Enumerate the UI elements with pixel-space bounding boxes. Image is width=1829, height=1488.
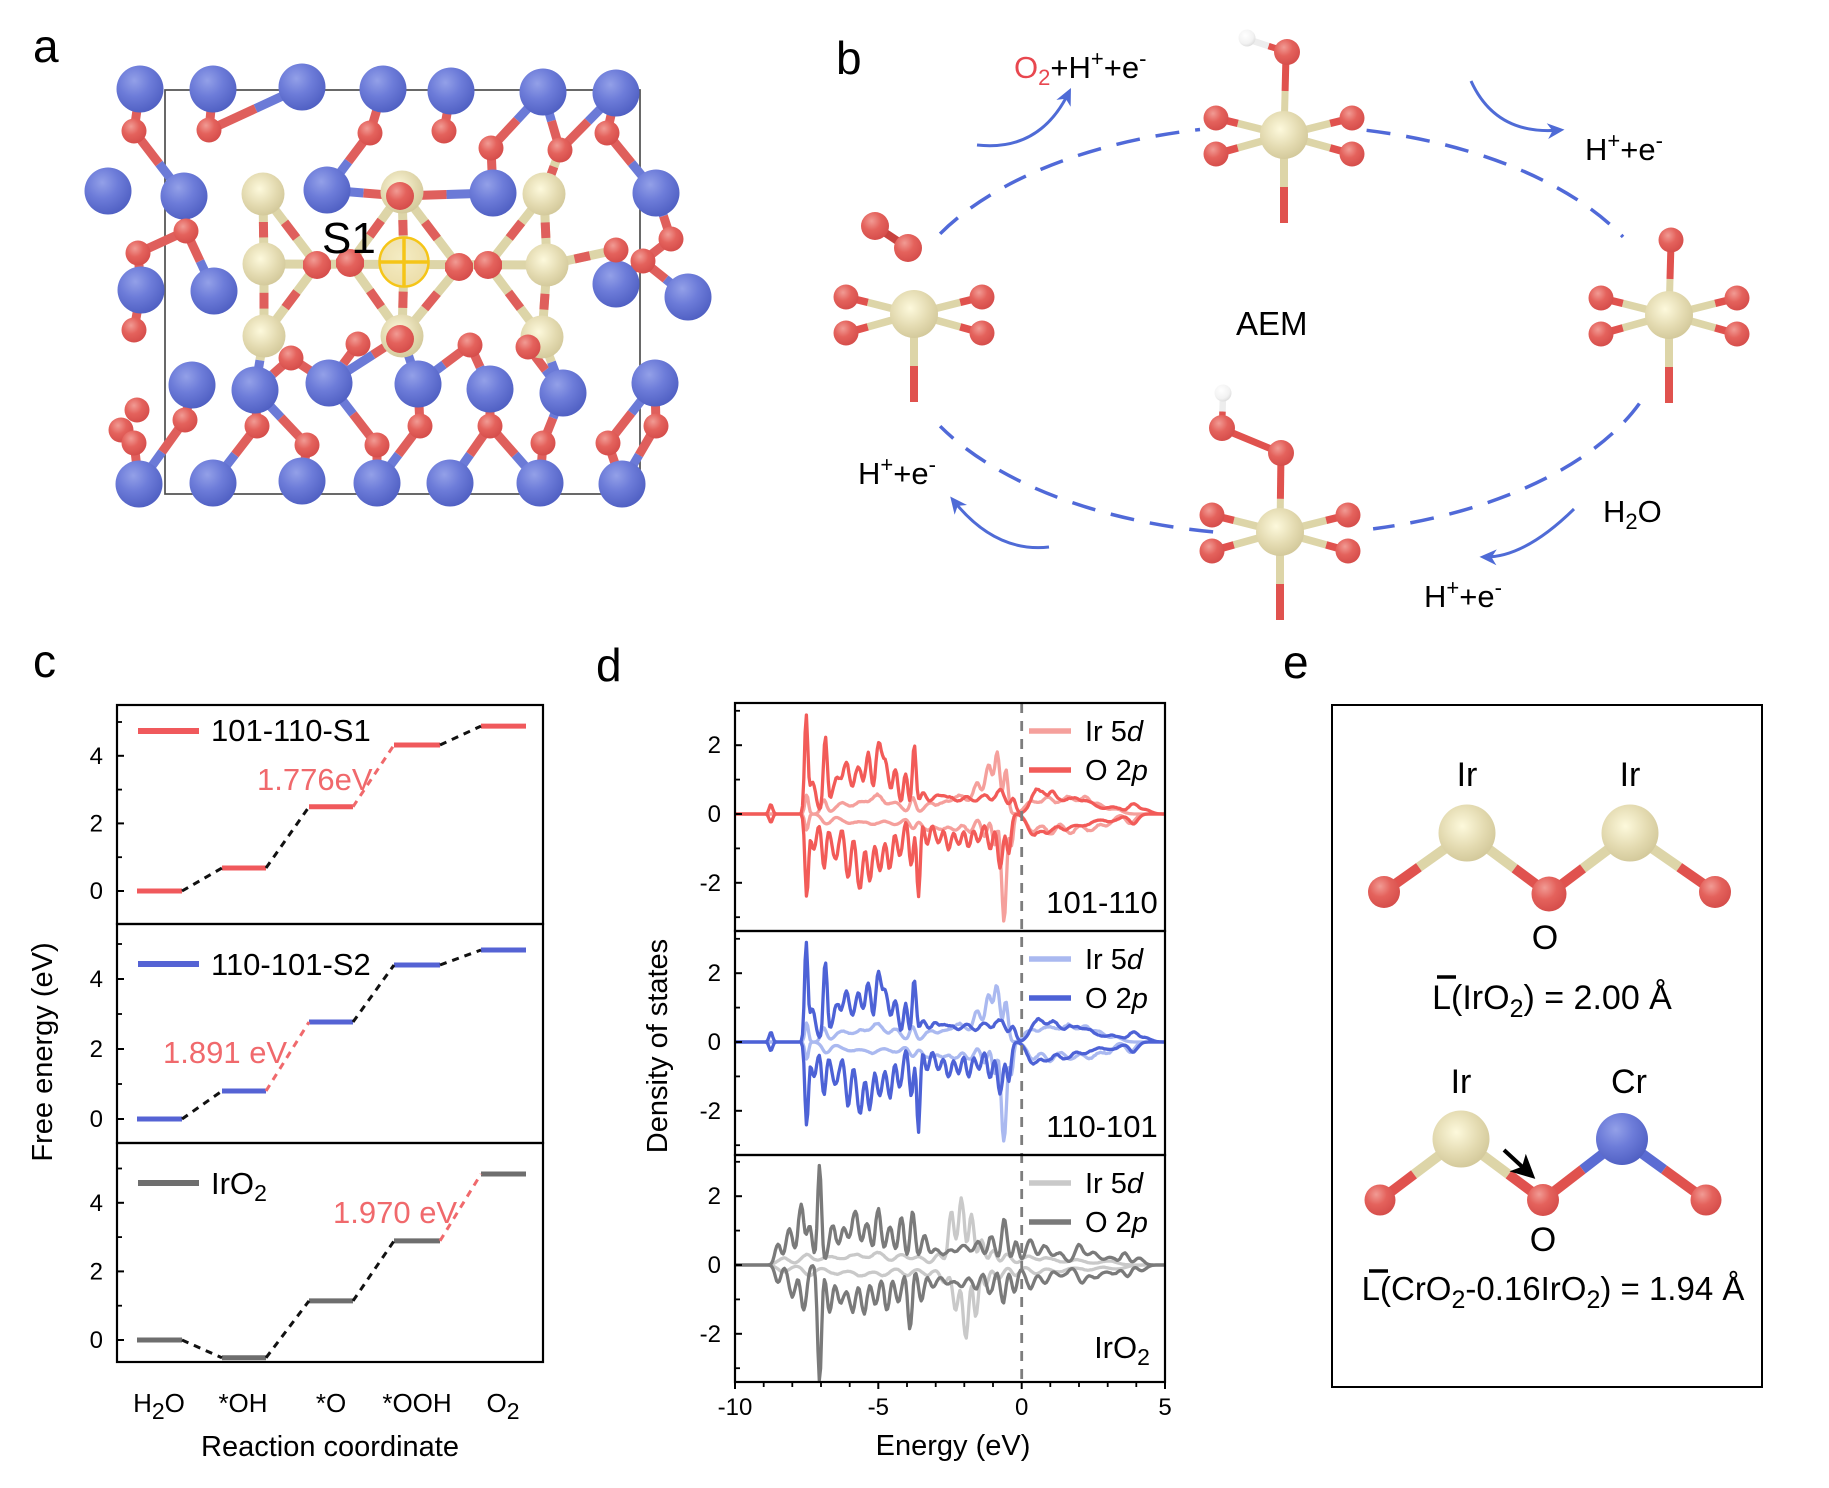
svg-text:0: 0 — [90, 1106, 103, 1133]
svg-text:2: 2 — [90, 810, 103, 837]
svg-text:1.891 eV: 1.891 eV — [163, 1035, 287, 1070]
svg-text:Ir 5d: Ir 5d — [1085, 716, 1144, 748]
svg-text:Ir: Ir — [1620, 756, 1641, 794]
svg-text:O 2p: O 2p — [1085, 755, 1148, 787]
svg-text:L(CrO2-0.16IrO2) = 1.94 Å: L(CrO2-0.16IrO2) = 1.94 Å — [1362, 1270, 1745, 1314]
svg-text:2: 2 — [708, 732, 721, 759]
svg-text:4: 4 — [90, 1190, 103, 1217]
svg-text:H2O: H2O — [1603, 494, 1662, 534]
svg-text:Energy (eV): Energy (eV) — [876, 1430, 1031, 1462]
svg-text:O2+H++e-: O2+H++e- — [1014, 46, 1146, 90]
svg-text:0: 0 — [90, 1327, 103, 1354]
svg-text:Reaction coordinate: Reaction coordinate — [201, 1431, 459, 1463]
svg-text:2: 2 — [90, 1258, 103, 1285]
svg-text:4: 4 — [90, 966, 103, 993]
svg-text:AEM: AEM — [1236, 305, 1308, 342]
svg-text:a: a — [33, 20, 59, 72]
svg-text:Ir: Ir — [1451, 1063, 1472, 1101]
svg-text:H++e-: H++e- — [1585, 128, 1663, 167]
svg-text:-5: -5 — [868, 1394, 889, 1421]
svg-text:2: 2 — [708, 960, 721, 987]
svg-text:O: O — [1530, 1221, 1556, 1259]
svg-text:-2: -2 — [700, 1098, 721, 1125]
svg-text:H++e-: H++e- — [1424, 575, 1502, 614]
svg-text:O: O — [1532, 919, 1558, 957]
svg-text:L(IrO2) = 2.00 Å: L(IrO2) = 2.00 Å — [1432, 979, 1672, 1023]
svg-text:1.970 eV: 1.970 eV — [333, 1195, 457, 1230]
svg-text:b: b — [836, 32, 862, 84]
svg-text:Ir 5d: Ir 5d — [1085, 944, 1144, 976]
svg-text:-2: -2 — [700, 1321, 721, 1348]
svg-text:O 2p: O 2p — [1085, 983, 1148, 1015]
svg-text:-10: -10 — [718, 1394, 753, 1421]
svg-text:1.776eV: 1.776eV — [257, 762, 373, 797]
svg-text:c: c — [33, 635, 56, 687]
svg-text:110-101: 110-101 — [1046, 1109, 1157, 1144]
svg-text:*OH: *OH — [218, 1388, 267, 1418]
svg-text:0: 0 — [708, 1252, 721, 1279]
svg-text:Ir: Ir — [1457, 756, 1478, 794]
svg-text:*OOH: *OOH — [382, 1388, 451, 1418]
svg-text:S1: S1 — [322, 214, 376, 263]
svg-text:0: 0 — [708, 1029, 721, 1056]
svg-text:Free energy (eV): Free energy (eV) — [27, 942, 59, 1161]
svg-text:Density of states: Density of states — [642, 939, 674, 1153]
svg-text:0: 0 — [708, 801, 721, 828]
svg-text:d: d — [596, 639, 622, 691]
svg-text:Ir 5d: Ir 5d — [1085, 1168, 1144, 1200]
svg-text:4: 4 — [90, 743, 103, 770]
svg-text:2: 2 — [90, 1036, 103, 1063]
svg-text:2: 2 — [708, 1183, 721, 1210]
svg-text:0: 0 — [90, 878, 103, 905]
svg-text:101-110: 101-110 — [1046, 885, 1157, 920]
svg-text:0: 0 — [1015, 1394, 1028, 1421]
svg-text:e: e — [1283, 636, 1309, 688]
svg-text:O 2p: O 2p — [1085, 1207, 1148, 1239]
svg-text:-2: -2 — [700, 870, 721, 897]
svg-text:5: 5 — [1158, 1394, 1171, 1421]
svg-text:110-101-S2: 110-101-S2 — [211, 947, 371, 982]
svg-text:*O: *O — [316, 1388, 346, 1418]
svg-text:Cr: Cr — [1611, 1063, 1647, 1101]
svg-text:101-110-S1: 101-110-S1 — [211, 713, 371, 748]
svg-text:H++e-: H++e- — [858, 452, 936, 491]
